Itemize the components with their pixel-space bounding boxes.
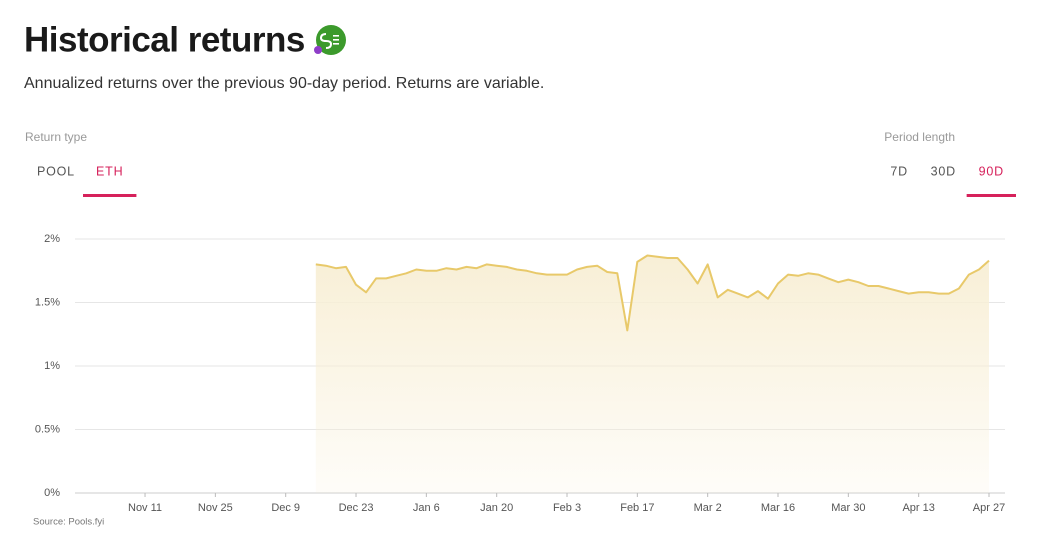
y-tick-label: 1.5% (35, 296, 60, 308)
period-tab[interactable]: 7D (890, 164, 908, 178)
x-tick-label: Nov 25 (198, 502, 233, 514)
y-tick-label: 0% (44, 487, 60, 499)
line (315, 254, 990, 332)
tab-underline (966, 194, 1016, 197)
x-tick-label: Jan 6 (413, 502, 440, 514)
source: Source: Pools.fyi (33, 517, 104, 528)
area (315, 255, 989, 493)
y-tick-label: 1% (44, 360, 60, 372)
return-type-label: Return type (25, 130, 87, 144)
return-type-tab[interactable]: ETH (96, 164, 123, 178)
y-tick-label: 0.5% (35, 423, 60, 435)
period-label: Period length (884, 130, 955, 144)
x-tick-label: Mar 16 (761, 502, 795, 514)
badge-icon (314, 25, 346, 55)
x-tick-label: Nov 11 (128, 502, 162, 514)
x-tick-label: Apr 13 (902, 502, 934, 514)
period-tab[interactable]: 90D (979, 164, 1004, 178)
x-tick-label: Feb 17 (620, 502, 654, 514)
x-tick-label: Dec 23 (339, 502, 374, 514)
x-tick-label: Feb 3 (553, 502, 581, 514)
x-tick-label: Apr 27 (973, 502, 1005, 514)
x-tick-label: Mar 30 (831, 502, 865, 514)
y-tick-label: 2% (44, 233, 60, 245)
subtitle: Annualized returns over the previous 90-… (24, 75, 544, 92)
x-tick-label: Jan 20 (480, 502, 513, 514)
period-tab[interactable]: 30D (931, 164, 956, 178)
x-tick-label: Dec 9 (271, 502, 300, 514)
title: Historical returns (24, 20, 305, 59)
return-type-tab[interactable]: POOL (37, 164, 75, 178)
x-tick-label: Mar 2 (694, 502, 722, 514)
tab-underline (83, 194, 137, 197)
